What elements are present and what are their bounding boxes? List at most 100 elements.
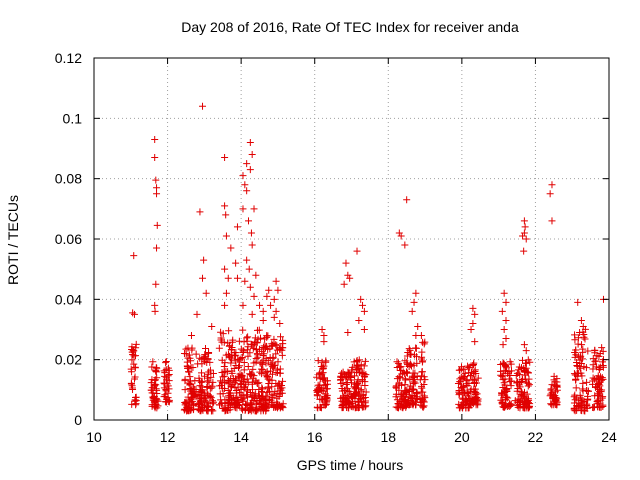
data-point: [186, 373, 194, 381]
data-point: [254, 335, 262, 343]
data-point: [352, 392, 360, 400]
data-point: [227, 382, 235, 390]
data-point: [348, 379, 356, 387]
data-point: [576, 391, 584, 399]
data-point: [361, 399, 369, 407]
data-point: [584, 347, 592, 355]
data-point: [414, 322, 422, 330]
grid: [94, 58, 609, 420]
data-point: [205, 349, 213, 357]
data-point: [401, 241, 409, 249]
data-point: [196, 382, 204, 390]
data-point: [321, 401, 329, 409]
data-point: [546, 392, 554, 400]
data-point: [186, 377, 194, 385]
data-point: [221, 154, 229, 162]
data-point: [132, 394, 140, 402]
data-point: [392, 390, 400, 398]
x-tick-label: 20: [454, 429, 470, 445]
data-point: [573, 401, 581, 409]
data-point: [597, 388, 605, 396]
data-point: [338, 369, 346, 377]
data-point: [224, 406, 232, 414]
data-point: [127, 379, 135, 387]
data-point: [151, 307, 159, 315]
data-point: [228, 338, 236, 346]
data-point: [419, 403, 427, 411]
data-point: [129, 351, 137, 359]
data-point: [234, 356, 242, 364]
data-point: [497, 371, 505, 379]
data-point: [320, 332, 328, 340]
data-point: [469, 304, 477, 312]
data-point: [181, 386, 189, 394]
data-point: [276, 319, 284, 327]
data-point: [202, 344, 210, 352]
data-point: [521, 371, 529, 379]
data-point: [591, 349, 599, 357]
data-point: [243, 160, 251, 168]
data-point: [500, 359, 508, 367]
data-point: [239, 205, 247, 213]
data-point: [269, 364, 277, 372]
data-point: [240, 376, 248, 384]
data-point: [322, 385, 330, 393]
data-point: [346, 274, 354, 282]
data-point: [233, 274, 241, 282]
data-point: [339, 404, 347, 412]
data-point: [402, 376, 410, 384]
data-point: [251, 407, 259, 415]
data-point: [234, 383, 242, 391]
data-point: [152, 364, 160, 372]
data-point: [471, 366, 479, 374]
data-point: [252, 390, 260, 398]
data-point: [208, 322, 216, 330]
data-point: [348, 368, 356, 376]
data-point: [520, 393, 528, 401]
data-point: [507, 377, 515, 385]
data-point: [260, 350, 268, 358]
data-point: [204, 407, 212, 415]
data-point: [276, 365, 284, 373]
data-point: [222, 367, 230, 375]
data-point: [395, 229, 403, 237]
data-point: [500, 360, 508, 368]
data-point: [595, 364, 603, 372]
x-tick-label: 14: [233, 429, 249, 445]
data-point: [260, 342, 268, 350]
data-point: [519, 232, 527, 240]
data-point: [262, 392, 270, 400]
data-point: [502, 385, 510, 393]
data-point: [160, 384, 168, 392]
data-point: [360, 326, 368, 333]
data-point: [217, 377, 225, 385]
data-point: [467, 401, 475, 409]
data-point: [162, 357, 170, 365]
data-point: [314, 357, 322, 365]
data-point: [129, 309, 137, 317]
data-point: [277, 333, 285, 341]
data-point: [248, 378, 256, 386]
data-point: [392, 384, 400, 392]
data-point: [261, 403, 269, 411]
data-point: [259, 351, 267, 359]
data-point: [218, 399, 226, 407]
chart-title: Day 208 of 2016, Rate Of TEC Index for r…: [181, 19, 519, 35]
data-point: [592, 383, 600, 391]
data-point: [349, 399, 357, 407]
data-point: [318, 358, 326, 366]
data-point: [235, 337, 243, 345]
data-point: [220, 372, 228, 380]
data-point: [514, 395, 522, 403]
data-point: [164, 389, 172, 397]
axis-ticks: 10 12 14 16 18 20 22 24 0 0.02 0.04 0.06 0.08 0.1 0.12: [55, 50, 617, 445]
data-point: [230, 365, 238, 373]
data-point: [199, 274, 207, 282]
data-point: [361, 357, 369, 365]
data-point: [200, 354, 208, 362]
data-point: [320, 338, 328, 346]
data-point: [152, 381, 160, 389]
data-point: [258, 370, 266, 378]
data-point: [598, 344, 606, 352]
